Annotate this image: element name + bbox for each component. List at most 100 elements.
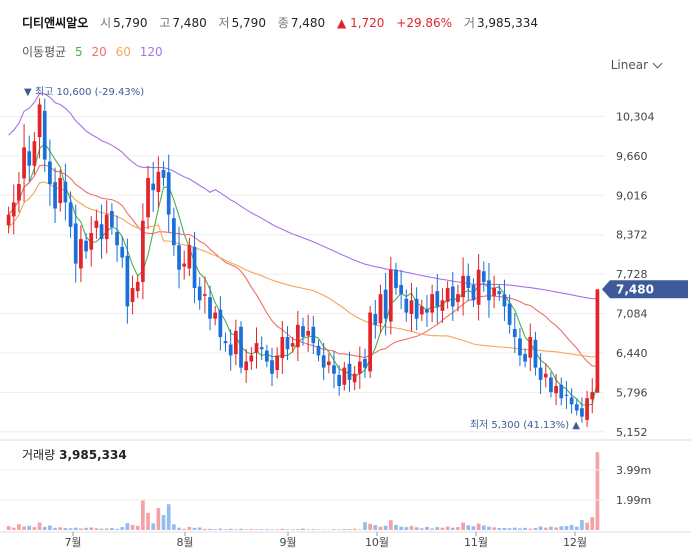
candle-body [595,289,600,393]
volume-bar [543,527,548,530]
volume-bar [233,529,238,530]
volume-bar [564,526,569,530]
candle-body [523,354,527,362]
moving-average-legend[interactable]: 이동평균 5 20 60 120 [22,43,168,60]
candle-body [280,337,285,358]
volume-bar [461,522,465,530]
volume-bar [151,523,156,530]
volume-bar [347,529,352,530]
candle-body [285,337,290,350]
volume-bar [342,529,347,530]
volume-bar [554,527,558,530]
volume-bar [523,527,527,530]
candle-body [22,147,26,179]
candle-body [564,394,569,396]
price-tick-label: 10,304 [616,110,655,123]
candle-body [373,313,378,325]
ma-120: 120 [139,45,163,59]
volume-bar [306,529,311,530]
candle-body [99,224,104,240]
candle-body [383,289,388,319]
ma-5: 5 [75,45,83,59]
volume-bar [6,526,11,530]
candle-body [574,404,579,411]
volume-bar [585,522,589,530]
candle-body [275,355,280,371]
volume-bar [141,500,145,530]
candle-body [146,177,150,218]
candle-body [409,300,414,314]
candle-body [487,280,491,301]
candle-body [569,397,574,405]
volume-bar [177,527,181,530]
volume-bar [48,525,52,530]
price-tick-label: 5,152 [616,426,648,439]
candle-body [63,181,68,203]
candle-body [156,171,161,193]
volume-bar [528,528,533,530]
volume-bar [58,527,63,530]
candle-body [228,344,233,356]
volume-bar [357,529,362,530]
candle-body [264,350,269,362]
volume-bar [471,526,476,530]
volume-bar [430,528,434,530]
candle-body [549,377,553,393]
candle-body [151,183,156,191]
volume-bar [388,520,393,530]
volume-bar [425,526,429,530]
volume-bar [182,528,187,530]
candle-body [543,373,548,378]
volume-bar [476,523,481,530]
change-percent: +29.86% [396,16,453,30]
x-tick-label: 9월 [279,536,296,549]
candle-body [347,363,352,380]
candle-body [507,303,512,325]
volume-bar [32,527,37,530]
price-tick-label: 5,796 [616,386,648,399]
candle-body [512,329,517,338]
volume-bar [290,529,295,530]
volume-bar [22,526,26,530]
candle-body [218,309,223,338]
candle-body [94,220,99,228]
candle-body [497,291,502,295]
volume-tick-label: 3.99m [616,464,651,477]
candle-body [585,398,589,420]
candle-body [461,275,465,298]
candle-body [73,223,78,264]
volume-bar [270,529,274,530]
volume-bar [549,526,553,530]
volume-bar [73,527,78,530]
volume-bar [254,529,259,530]
candle-body [48,161,52,185]
close-value: 7,480 [290,16,326,30]
price-tick-label: 7,084 [616,308,648,321]
candle-body [172,218,176,246]
candle-body [580,408,584,417]
volume-bar [63,528,68,530]
volume-value: 3,985,334 [476,16,539,30]
candle-body [141,220,145,282]
candle-body [89,232,94,250]
volume-bar [53,527,57,530]
volume-bar [295,529,300,530]
candle-body [316,345,321,356]
candle-body [110,211,114,227]
volume-bar [197,527,202,530]
volume-bar [99,528,104,530]
last-price-tag [602,280,688,299]
candle-body [53,182,57,209]
volume-bar [518,528,522,530]
volume-bar [264,529,269,530]
change-value: 1,720 [350,16,385,30]
volume-bar [301,528,305,530]
scale-selector[interactable]: Linear [611,58,663,72]
candle-body [559,384,564,399]
volume-bar [223,529,228,530]
candle-body [368,312,373,372]
candle-body [182,263,187,267]
candle-body [301,326,305,338]
candle-body [84,240,88,252]
